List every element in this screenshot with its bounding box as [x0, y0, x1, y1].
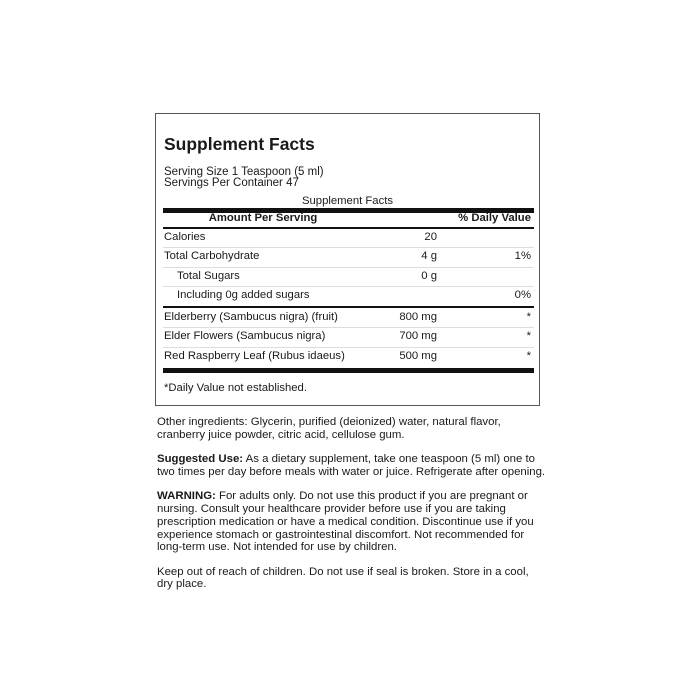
divider [163, 227, 534, 229]
row-name: Elder Flowers (Sambucus nigra) [164, 330, 326, 342]
divider [163, 247, 534, 248]
divider-thick [163, 208, 534, 213]
row-name: Elderberry (Sambucus nigra) (fruit) [164, 311, 338, 323]
suggested-use: Suggested Use: As a dietary supplement, … [157, 453, 546, 478]
storage: Keep out of reach of children. Do not us… [157, 565, 529, 591]
row-name: Including 0g added sugars [177, 289, 310, 301]
table-row: Including 0g added sugars 0% [163, 286, 534, 305]
other-ingredients: Other ingredients: Glycerin, purified (d… [157, 416, 501, 441]
servings-per-container: Servings Per Container 47 [164, 177, 299, 189]
serving-info: Serving Size 1 Teaspoon (5 ml) Servings … [164, 166, 324, 189]
row-amount: 20 [424, 231, 437, 243]
row-amount: 4 g [421, 250, 437, 262]
table-row: Red Raspberry Leaf (Rubus idaeus) 500 mg * [163, 347, 534, 366]
header-dv: % Daily Value [458, 212, 531, 224]
label-text: Other ingredients: Glycerin, purified (d… [157, 416, 547, 603]
serving-size: Serving Size 1 Teaspoon (5 ml) [164, 166, 324, 178]
table-row: Elder Flowers (Sambucus nigra) 700 mg * [163, 327, 534, 346]
warning: WARNING: For adults only. Do not use thi… [157, 490, 534, 554]
divider [163, 327, 534, 328]
row-dv: 0% [514, 289, 531, 301]
table-row: Calories 20 [163, 228, 534, 247]
table-row: Total Sugars 0 g [163, 267, 534, 286]
divider [163, 267, 534, 268]
row-dv: * [526, 350, 531, 362]
row-name: Total Sugars [177, 270, 240, 282]
panel-title: Supplement Facts [164, 134, 315, 154]
divider [163, 306, 534, 308]
row-dv: * [526, 330, 531, 342]
table-row: Total Carbohydrate 4 g 1% [163, 247, 534, 266]
table-header: Amount Per Serving % Daily Value [163, 209, 534, 228]
row-name: Calories [164, 231, 206, 243]
table-row: Elderberry (Sambucus nigra) (fruit) 800 m… [163, 308, 534, 327]
table-caption: Supplement Facts [301, 195, 394, 207]
row-amount: 0 g [421, 270, 437, 282]
row-amount: 800 mg [399, 311, 437, 323]
row-amount: 500 mg [399, 350, 437, 362]
supplement-facts-panel: Supplement Facts Serving Size 1 Teaspoon… [155, 113, 540, 406]
divider-thick [163, 368, 534, 373]
row-name: Red Raspberry Leaf (Rubus idaeus) [164, 350, 345, 362]
header-amount: Amount Per Serving [208, 212, 318, 224]
divider [163, 286, 534, 287]
row-name: Total Carbohydrate [164, 250, 260, 262]
row-dv: 1% [514, 250, 531, 262]
row-amount: 700 mg [399, 330, 437, 342]
footnote: *Daily Value not established. [164, 382, 307, 394]
divider [163, 347, 534, 348]
row-dv: * [526, 311, 531, 323]
